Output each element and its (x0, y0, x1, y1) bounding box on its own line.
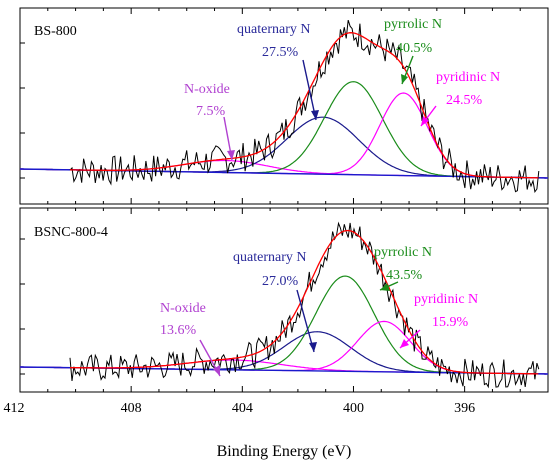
panel-bottom-frame (19, 207, 549, 393)
bottom-pyridinic-percent: 15.9% (432, 315, 469, 330)
top-pyridinic-label: pyridinic N (436, 70, 500, 85)
arrow-bottom-quaternary (296, 289, 315, 353)
arrowhead-bottom-noxide (213, 365, 220, 376)
bottom-quaternary-label: quaternary N (233, 250, 306, 265)
axis-ticks (19, 8, 549, 392)
x-tick-labels: 412 408 404 400 396 (4, 401, 476, 416)
arrowhead-bottom-quaternary (309, 342, 317, 352)
x-axis-label: Binding Energy (eV) (217, 443, 352, 460)
top-pyrrolic-percent: 40.5% (396, 41, 433, 56)
arrow-top-quaternary (302, 59, 317, 121)
panel-top-frame (19, 7, 549, 205)
panel-bottom-plot (19, 221, 549, 389)
top-noxide-percent: 7.5% (196, 104, 226, 119)
arrowhead-top-quaternary (311, 110, 319, 120)
bottom-noxide-label: N-oxide (160, 301, 206, 316)
arrowhead-bottom-pyrrolic (380, 283, 390, 291)
top-noxide-label: N-oxide (184, 82, 230, 97)
raw-spectrum (69, 19, 540, 194)
arrowhead-top-pyridinic (421, 116, 429, 126)
panel-bottom-title: BSNC-800-4 (34, 225, 108, 240)
top-quaternary-label: quaternary N (237, 22, 310, 37)
x-tick-label: 408 (121, 401, 142, 416)
panel-top-plot (19, 19, 549, 194)
top-quaternary-percent: 27.5% (262, 45, 299, 60)
x-tick-label: 400 (343, 401, 364, 416)
x-tick-label: 396 (454, 401, 475, 416)
top-pyridinic-percent: 24.5% (446, 93, 483, 108)
x-tick-label: 412 (4, 401, 25, 416)
bottom-noxide-percent: 13.6% (160, 323, 197, 338)
fit-envelope (69, 32, 539, 179)
arrowhead-top-pyrrolic (401, 74, 408, 84)
bottom-quaternary-percent: 27.0% (262, 274, 299, 289)
arrowhead-bottom-pyridinic (400, 339, 409, 348)
fit-envelope (69, 229, 539, 375)
annotation-arrows (199, 55, 437, 377)
arrowhead-top-noxide (227, 150, 235, 160)
bottom-pyridinic-label: pyridinic N (414, 292, 478, 307)
x-tick-label: 404 (232, 401, 253, 416)
bottom-pyrrolic-label: pyrrolic N (374, 245, 432, 260)
bottom-pyrrolic-percent: 43.5% (386, 268, 423, 283)
top-pyrrolic-label: pyrrolic N (384, 17, 442, 32)
panel-top-title: BS-800 (34, 24, 77, 39)
